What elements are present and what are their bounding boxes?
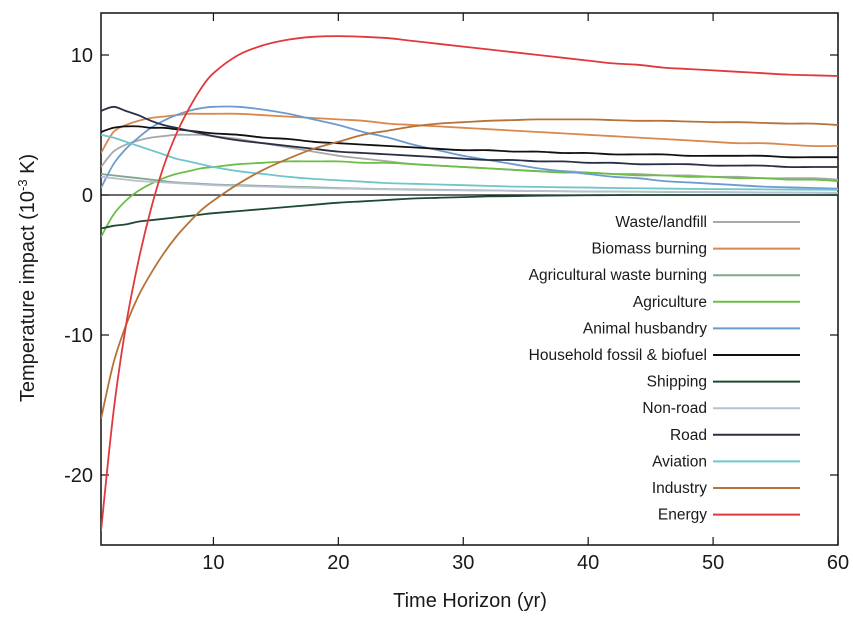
series-line-biomass-burning — [101, 112, 838, 154]
legend-label-shipping: Shipping — [647, 374, 707, 391]
legend-label-aviation: Aviation — [652, 453, 707, 470]
y-axis-title: Temperature impact (10-3 K) — [15, 154, 39, 402]
legend-label-waste-landfill: Waste/landfill — [615, 214, 707, 231]
legend-label-household-fossil-and-biofuel: Household fossil & biofuel — [529, 347, 707, 364]
series-line-non-road — [101, 175, 838, 194]
series-line-animal-husbandry — [101, 105, 838, 190]
legend-label-industry: Industry — [652, 480, 707, 497]
series-line-aviation — [101, 133, 838, 191]
series-layer — [101, 35, 838, 532]
x-tick-label-20: 20 — [327, 552, 349, 574]
y-tick-label-10: 10 — [71, 45, 93, 67]
series-line-household-fossil-and-biofuel — [101, 125, 838, 159]
legend-label-agricultural-waste-burning: Agricultural waste burning — [529, 267, 707, 284]
x-tick-label-10: 10 — [202, 552, 224, 574]
y-tick-label--20: -20 — [64, 465, 93, 487]
series-line-shipping — [101, 194, 838, 230]
series-line-energy — [101, 35, 838, 532]
legend-label-energy: Energy — [658, 507, 707, 524]
axes: Time Horizon (yr) Temperature impact (10… — [15, 154, 547, 612]
y-axis-title-tail: K) — [17, 154, 39, 180]
y-axis-title-exponent: -3 — [15, 179, 30, 191]
y-axis-title-main: Temperature impact (10 — [17, 191, 39, 402]
y-tick-label-0: 0 — [82, 185, 93, 207]
legend-label-road: Road — [670, 427, 707, 444]
legend-label-non-road: Non-road — [642, 400, 707, 417]
plot-layer: 10 20 30 40 50 60 -20 -10 0 10 — [64, 12, 849, 574]
series-group — [101, 35, 838, 532]
series-line-agriculture — [101, 160, 838, 238]
x-tick-label-50: 50 — [702, 552, 724, 574]
x-axis-title: Time Horizon (yr) — [393, 590, 547, 612]
legend-label-animal-husbandry: Animal husbandry — [583, 320, 707, 337]
legend: Waste/landfill Biomass burning Agricultura… — [529, 214, 800, 524]
legend-label-biomass-burning: Biomass burning — [592, 241, 707, 258]
plot-frame — [100, 12, 839, 546]
x-tick-label-60: 60 — [827, 552, 849, 574]
series-line-road — [101, 105, 838, 169]
x-tick-label-30: 30 — [452, 552, 474, 574]
legend-label-agriculture: Agriculture — [633, 294, 707, 311]
y-tick-label--10: -10 — [64, 325, 93, 347]
x-tick-label-40: 40 — [577, 552, 599, 574]
series-line-industry — [101, 118, 838, 420]
